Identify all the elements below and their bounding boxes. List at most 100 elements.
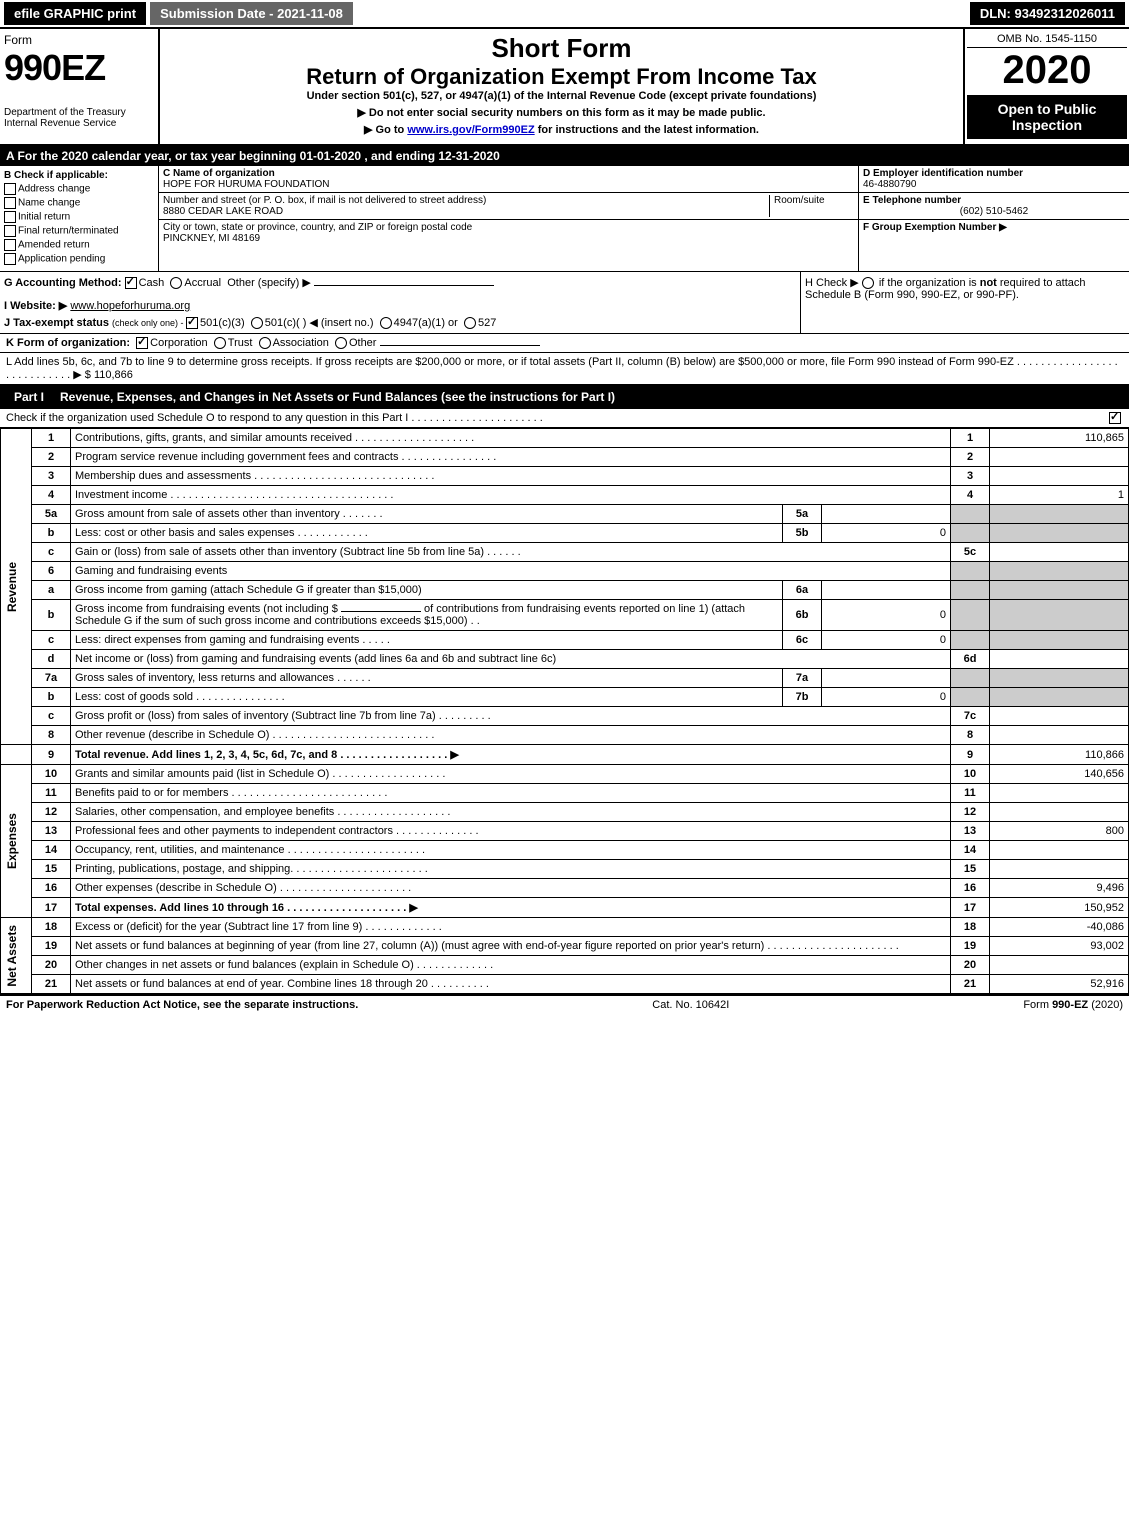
line-21-amt: 52,916 bbox=[990, 975, 1129, 994]
line-12-ln: 12 bbox=[951, 803, 990, 822]
radio-527[interactable] bbox=[464, 317, 476, 329]
line-7c-num: c bbox=[32, 707, 71, 726]
line-14-ln: 14 bbox=[951, 841, 990, 860]
phone-value: (602) 510-5462 bbox=[863, 206, 1125, 217]
check-application-pending[interactable]: Application pending bbox=[4, 253, 154, 265]
check-corporation[interactable] bbox=[136, 337, 148, 349]
line-7c-ln: 7c bbox=[951, 707, 990, 726]
line-18-amt: -40,086 bbox=[990, 918, 1129, 937]
line-4-ln: 4 bbox=[951, 486, 990, 505]
line-5a-num: 5a bbox=[32, 505, 71, 524]
submission-date-button[interactable]: Submission Date - 2021-11-08 bbox=[150, 2, 353, 25]
line-6c-ln bbox=[951, 631, 990, 650]
line-6a-desc: Gross income from gaming (attach Schedul… bbox=[71, 581, 783, 600]
check-501c3[interactable] bbox=[186, 317, 198, 329]
line-6b-subv: 0 bbox=[822, 600, 951, 631]
top-bar: efile GRAPHIC print Submission Date - 20… bbox=[0, 0, 1129, 29]
ein-value: 46-4880790 bbox=[863, 179, 1125, 190]
line-17-desc: Total expenses. Add lines 10 through 16 … bbox=[71, 898, 951, 918]
line-8-num: 8 bbox=[32, 726, 71, 745]
line-13-num: 13 bbox=[32, 822, 71, 841]
line-19-desc: Net assets or fund balances at beginning… bbox=[71, 937, 951, 956]
line-2-amt bbox=[990, 448, 1129, 467]
k-other-input[interactable] bbox=[380, 345, 540, 346]
line-9-desc: Total revenue. Add lines 1, 2, 3, 4, 5c,… bbox=[71, 745, 951, 765]
other-accounting-input[interactable] bbox=[314, 285, 494, 286]
part-1-label: Part I bbox=[6, 388, 52, 406]
section-b: B Check if applicable: Address change Na… bbox=[0, 166, 159, 271]
line-14-num: 14 bbox=[32, 841, 71, 860]
radio-k-other[interactable] bbox=[335, 337, 347, 349]
website-link[interactable]: www.hopeforhuruma.org bbox=[70, 300, 190, 312]
line-8-amt bbox=[990, 726, 1129, 745]
line-15-num: 15 bbox=[32, 860, 71, 879]
line-16-amt: 9,496 bbox=[990, 879, 1129, 898]
line-5a-sub: 5a bbox=[783, 505, 822, 524]
line-7b-subv: 0 bbox=[822, 688, 951, 707]
line-5b-desc: Less: cost or other basis and sales expe… bbox=[71, 524, 783, 543]
line-7c-amt bbox=[990, 707, 1129, 726]
line-20-amt bbox=[990, 956, 1129, 975]
line-6a-sub: 6a bbox=[783, 581, 822, 600]
check-cash[interactable] bbox=[125, 277, 137, 289]
line-19-num: 19 bbox=[32, 937, 71, 956]
line-6c-subv: 0 bbox=[822, 631, 951, 650]
check-initial-return[interactable]: Initial return bbox=[4, 211, 154, 223]
j-sub: (check only one) - bbox=[112, 318, 186, 328]
section-def: D Employer identification number 46-4880… bbox=[859, 166, 1129, 271]
check-schedule-o[interactable] bbox=[1109, 412, 1121, 424]
return-title: Return of Organization Exempt From Incom… bbox=[164, 64, 959, 90]
radio-accrual[interactable] bbox=[170, 277, 182, 289]
radio-501c[interactable] bbox=[251, 317, 263, 329]
line-10-num: 10 bbox=[32, 765, 71, 784]
line-7b-amt bbox=[990, 688, 1129, 707]
irs-label: Internal Revenue Service bbox=[4, 118, 154, 129]
line-18-num: 18 bbox=[32, 918, 71, 937]
check-final-return[interactable]: Final return/terminated bbox=[4, 225, 154, 237]
form-number: 990EZ bbox=[4, 47, 154, 89]
line-14-amt bbox=[990, 841, 1129, 860]
radio-sched-b[interactable] bbox=[862, 277, 874, 289]
line-7a-ln bbox=[951, 669, 990, 688]
line-18-ln: 18 bbox=[951, 918, 990, 937]
notice-goto: ▶ Go to www.irs.gov/Form990EZ for instru… bbox=[164, 123, 959, 136]
g-label: G Accounting Method: bbox=[4, 277, 122, 289]
line-19-ln: 19 bbox=[951, 937, 990, 956]
line-6b-ln bbox=[951, 600, 990, 631]
line-16-ln: 16 bbox=[951, 879, 990, 898]
line-13-desc: Professional fees and other payments to … bbox=[71, 822, 951, 841]
radio-trust[interactable] bbox=[214, 337, 226, 349]
under-section: Under section 501(c), 527, or 4947(a)(1)… bbox=[164, 90, 959, 102]
radio-association[interactable] bbox=[259, 337, 271, 349]
line-7a-num: 7a bbox=[32, 669, 71, 688]
form-word: Form bbox=[4, 33, 154, 47]
line-1-amt: 110,865 bbox=[990, 429, 1129, 448]
check-name-change[interactable]: Name change bbox=[4, 197, 154, 209]
info-grid: B Check if applicable: Address change Na… bbox=[0, 166, 1129, 272]
line-5b-amt bbox=[990, 524, 1129, 543]
irs-link[interactable]: www.irs.gov/Form990EZ bbox=[407, 124, 534, 136]
line-15-amt bbox=[990, 860, 1129, 879]
efile-print-button[interactable]: efile GRAPHIC print bbox=[4, 2, 146, 25]
line-10-desc: Grants and similar amounts paid (list in… bbox=[71, 765, 951, 784]
line-1-ln: 1 bbox=[951, 429, 990, 448]
footer-center: Cat. No. 10642I bbox=[652, 999, 729, 1011]
c-name-label: C Name of organization bbox=[163, 168, 854, 179]
line-15-desc: Printing, publications, postage, and shi… bbox=[71, 860, 951, 879]
contrib-input[interactable] bbox=[341, 611, 421, 612]
line-11-num: 11 bbox=[32, 784, 71, 803]
line-6-ln bbox=[951, 562, 990, 581]
revenue-vertical-label: Revenue bbox=[5, 562, 19, 612]
radio-4947[interactable] bbox=[380, 317, 392, 329]
notice-goto-post: for instructions and the latest informat… bbox=[535, 124, 759, 136]
form-header: Form 990EZ Department of the Treasury In… bbox=[0, 29, 1129, 146]
check-amended-return[interactable]: Amended return bbox=[4, 239, 154, 251]
footer-right: Form 990-EZ (2020) bbox=[1023, 999, 1123, 1011]
org-street: 8880 CEDAR LAKE ROAD bbox=[163, 206, 769, 217]
section-a-period: A For the 2020 calendar year, or tax yea… bbox=[0, 146, 1129, 166]
check-address-change[interactable]: Address change bbox=[4, 183, 154, 195]
line-6d-ln: 6d bbox=[951, 650, 990, 669]
e-phone-label: E Telephone number bbox=[863, 195, 1125, 206]
line-5a-amt bbox=[990, 505, 1129, 524]
line-7b-num: b bbox=[32, 688, 71, 707]
